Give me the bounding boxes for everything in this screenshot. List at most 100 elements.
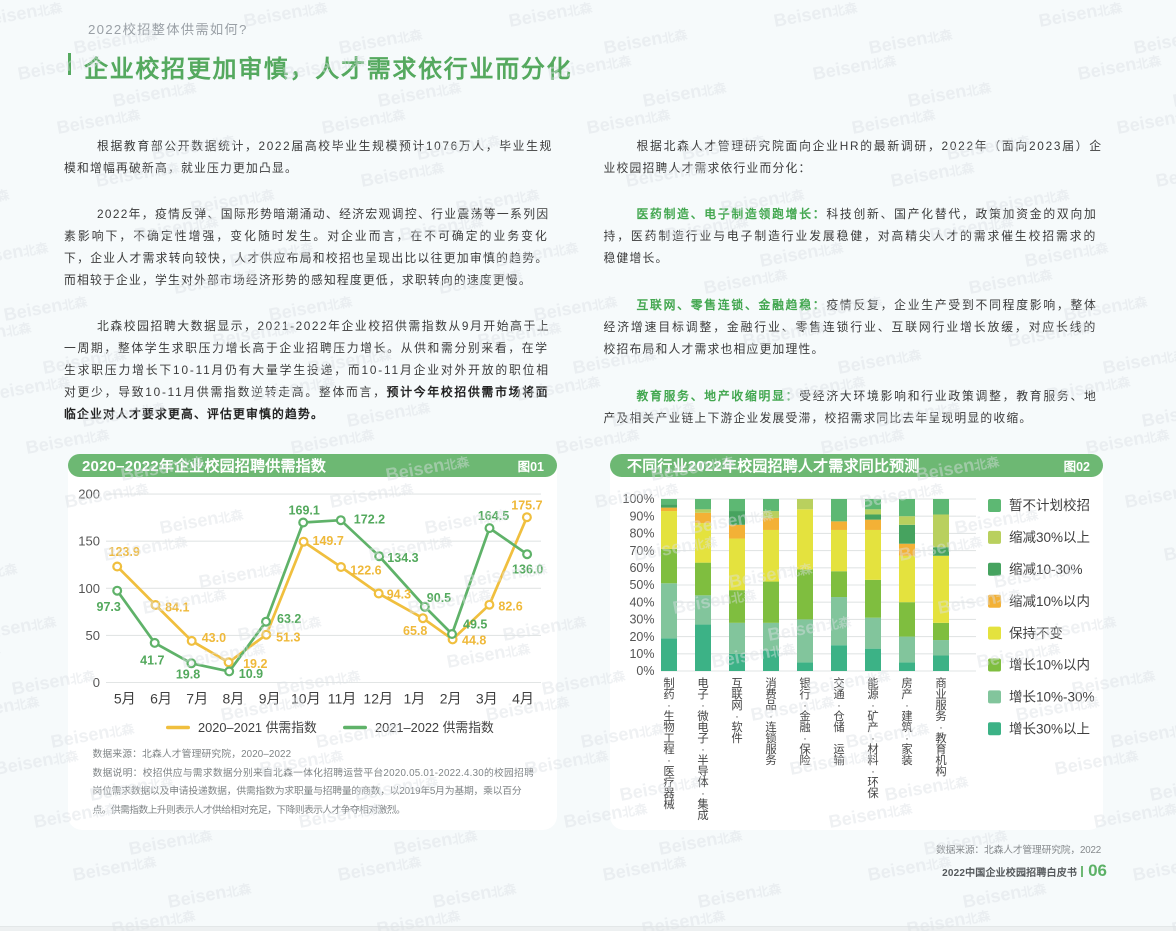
svg-text:43.0: 43.0 <box>202 631 226 645</box>
svg-text:运: 运 <box>833 743 844 756</box>
svg-text:构: 构 <box>935 764 946 778</box>
svg-text:产: 产 <box>867 720 878 734</box>
svg-text:·: · <box>871 766 875 778</box>
svg-text:医: 医 <box>663 766 674 778</box>
svg-text:建: 建 <box>901 709 912 723</box>
svg-text:Beisen北森: Beisen北森 <box>601 850 688 885</box>
svg-text:产: 产 <box>901 687 912 701</box>
svg-text:20%: 20% <box>629 630 654 644</box>
svg-text:商: 商 <box>935 676 946 690</box>
svg-text:94.3: 94.3 <box>387 588 411 602</box>
svg-text:·: · <box>701 744 705 756</box>
svg-text:·: · <box>735 711 739 723</box>
svg-text:6月: 6月 <box>150 691 172 707</box>
svg-text:险: 险 <box>799 753 811 767</box>
svg-text:2月: 2月 <box>440 691 462 707</box>
svg-text:生: 生 <box>663 709 674 723</box>
svg-text:·: · <box>939 722 943 734</box>
svg-text:导: 导 <box>697 765 708 778</box>
svg-text:制: 制 <box>663 677 674 690</box>
svg-text:Beisen北森: Beisen北森 <box>242 0 329 31</box>
svg-text:消: 消 <box>765 676 776 690</box>
svg-text:环: 环 <box>867 777 878 789</box>
svg-text:1月: 1月 <box>404 691 426 707</box>
svg-text:123.9: 123.9 <box>109 545 140 559</box>
svg-text:网: 网 <box>731 700 742 712</box>
svg-text:疗: 疗 <box>663 775 674 789</box>
svg-text:·: · <box>701 700 705 712</box>
svg-text:·: · <box>905 733 909 745</box>
svg-text:0: 0 <box>93 675 100 690</box>
svg-text:Beisen北森: Beisen北森 <box>0 370 72 405</box>
svg-text:·: · <box>769 711 773 723</box>
svg-text:融: 融 <box>799 721 810 734</box>
svg-text:63.2: 63.2 <box>277 612 301 626</box>
svg-text:80%: 80% <box>629 527 654 541</box>
svg-text:软: 软 <box>731 720 742 734</box>
svg-text:Beisen北森: Beisen北森 <box>0 236 50 271</box>
svg-text:169.1: 169.1 <box>289 503 320 517</box>
svg-text:务: 务 <box>765 753 776 767</box>
svg-text:Beisen北森: Beisen北森 <box>24 423 111 458</box>
svg-text:2021–2022 供需指数: 2021–2022 供需指数 <box>375 720 494 735</box>
svg-text:电: 电 <box>697 677 708 690</box>
svg-text:务: 务 <box>935 709 946 723</box>
svg-text:0%: 0% <box>636 664 654 678</box>
svg-text:Beisen北森: Beisen北森 <box>507 0 594 31</box>
svg-text:11月: 11月 <box>328 691 357 707</box>
svg-text:交: 交 <box>833 676 844 690</box>
svg-text:家: 家 <box>901 742 912 756</box>
svg-text:19.8: 19.8 <box>176 667 200 681</box>
svg-text:19.2: 19.2 <box>243 657 267 671</box>
svg-text:子: 子 <box>697 732 708 745</box>
svg-text:药: 药 <box>663 688 674 701</box>
svg-text:Beisen北森: Beisen北森 <box>71 850 158 885</box>
svg-text:Beisen北森: Beisen北森 <box>961 877 1048 912</box>
svg-text:Beisen北森: Beisen北森 <box>563 0 650 4</box>
svg-text:Beisen北森: Beisen北森 <box>0 0 64 31</box>
svg-text:Beisen北森: Beisen北森 <box>585 103 672 138</box>
svg-text:输: 输 <box>833 753 844 767</box>
svg-text:175.7: 175.7 <box>511 499 542 513</box>
svg-text:服: 服 <box>935 699 946 712</box>
svg-text:41.7: 41.7 <box>140 654 164 668</box>
svg-text:缩减10-30%: 缩减10-30% <box>1009 562 1083 577</box>
svg-text:Beisen北森: Beisen北森 <box>1140 396 1176 431</box>
svg-text:2020–2021 供需指数: 2020–2021 供需指数 <box>198 720 317 735</box>
svg-text:10.9: 10.9 <box>239 667 263 681</box>
svg-text:Beisen北森: Beisen北森 <box>1115 103 1176 138</box>
svg-text:源: 源 <box>867 687 878 701</box>
svg-text:件: 件 <box>731 731 742 745</box>
svg-text:品: 品 <box>765 699 776 712</box>
svg-text:仓: 仓 <box>833 709 844 723</box>
svg-text:Beisen北森: Beisen北森 <box>1101 343 1176 378</box>
svg-text:银: 银 <box>799 676 810 690</box>
svg-text:30%: 30% <box>629 613 654 627</box>
svg-text:房: 房 <box>901 677 912 690</box>
svg-text:·: · <box>667 755 671 767</box>
svg-text:·: · <box>905 700 909 712</box>
svg-text:3月: 3月 <box>476 691 498 707</box>
svg-text:50%: 50% <box>629 578 654 592</box>
svg-text:材: 材 <box>867 742 878 756</box>
svg-text:134.3: 134.3 <box>387 551 418 565</box>
svg-text:行: 行 <box>799 688 810 701</box>
svg-text:Beisen北森: Beisen北森 <box>0 637 2 672</box>
svg-text:连: 连 <box>765 721 776 734</box>
svg-text:·: · <box>803 700 807 712</box>
svg-text:增长30%以上: 增长30%以上 <box>1009 722 1090 737</box>
svg-text:Beisen北森: Beisen北森 <box>0 557 19 592</box>
svg-text:体: 体 <box>697 775 708 789</box>
svg-text:教: 教 <box>935 732 946 745</box>
svg-text:70%: 70% <box>629 544 654 558</box>
svg-text:Beisen北森: Beisen北森 <box>289 423 376 458</box>
svg-text:业: 业 <box>935 688 946 701</box>
svg-text:Beisen北森: Beisen北森 <box>828 0 915 4</box>
svg-text:Beisen北森: Beisen北森 <box>1093 0 1176 4</box>
svg-text:机: 机 <box>935 753 947 767</box>
svg-text:150: 150 <box>78 534 100 549</box>
svg-text:7月: 7月 <box>186 691 208 707</box>
svg-text:半: 半 <box>697 753 708 767</box>
svg-text:·: · <box>871 700 875 712</box>
svg-text:成: 成 <box>697 809 708 822</box>
